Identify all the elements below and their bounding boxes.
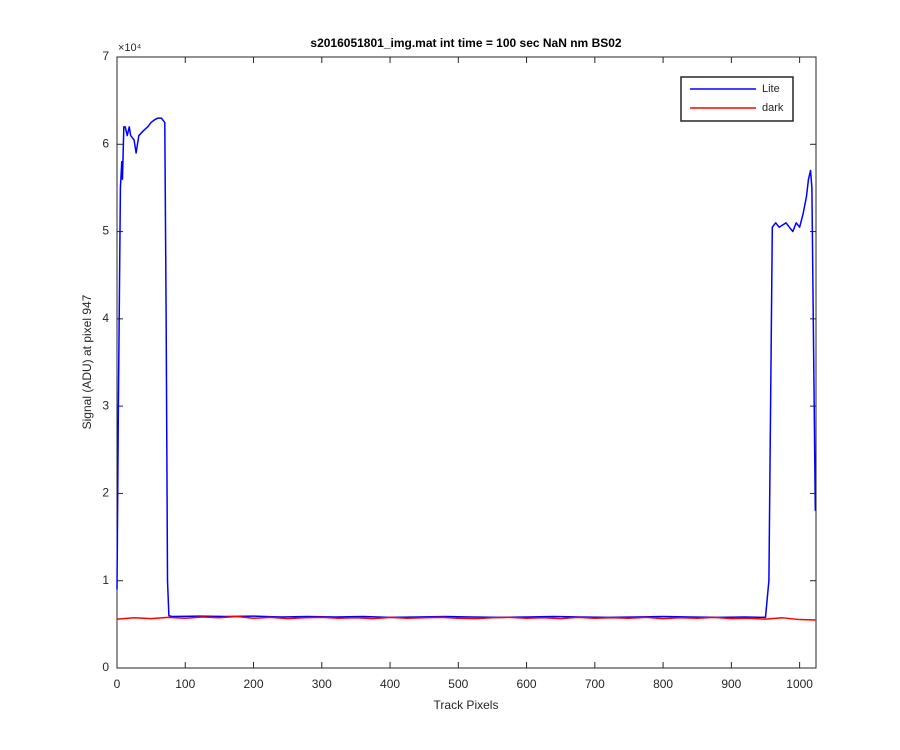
x-tick-label: 200 — [244, 677, 264, 691]
y-multiplier: ×10⁴ — [118, 42, 142, 54]
legend-label: dark — [762, 102, 784, 114]
x-tick-label: 600 — [517, 677, 537, 691]
y-tick-label: 6 — [102, 136, 109, 150]
y-axis-label: Signal (ADU) at pixel 947 — [80, 294, 94, 429]
y-tick-label: 5 — [102, 224, 109, 238]
chart-title: s2016051801_img.mat int time = 100 sec N… — [310, 36, 622, 50]
data-line — [116, 117, 817, 619]
x-tick-label: 1000 — [786, 677, 813, 691]
y-tick-label: 4 — [102, 311, 109, 325]
y-tick-label: 7 — [102, 49, 109, 63]
x-tick-label: 900 — [721, 677, 741, 691]
x-tick-label: 100 — [175, 677, 195, 691]
x-tick-label: 500 — [448, 677, 468, 691]
y-tick-label: 0 — [102, 660, 109, 674]
data-line — [116, 615, 816, 621]
x-tick-label: 800 — [653, 677, 673, 691]
y-tick-label: 2 — [102, 486, 109, 500]
x-tick-label: 400 — [380, 677, 400, 691]
x-tick-label: 0 — [114, 677, 121, 691]
legend-label: Lite — [762, 83, 780, 95]
x-tick-label: 300 — [312, 677, 332, 691]
legend-box — [680, 76, 794, 122]
y-tick-label: 1 — [102, 573, 109, 587]
plot-area — [116, 56, 817, 669]
legend: Lite dark — [680, 76, 794, 122]
y-tick-label: 3 — [102, 398, 109, 412]
x-tick-label: 700 — [585, 677, 605, 691]
x-axis-label: Track Pixels — [434, 698, 499, 712]
